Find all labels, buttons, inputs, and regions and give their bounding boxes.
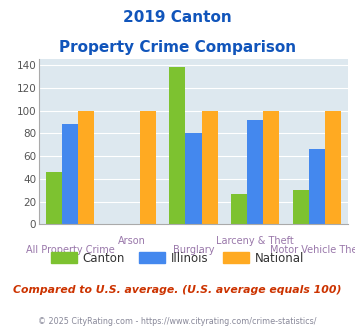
Bar <box>169 67 185 224</box>
Bar <box>140 111 156 224</box>
Text: © 2025 CityRating.com - https://www.cityrating.com/crime-statistics/: © 2025 CityRating.com - https://www.city… <box>38 317 317 326</box>
Text: Property Crime Comparison: Property Crime Comparison <box>59 40 296 54</box>
Bar <box>293 190 309 224</box>
Bar <box>247 120 263 224</box>
Text: Arson: Arson <box>118 236 146 246</box>
Text: Larceny & Theft: Larceny & Theft <box>216 236 294 246</box>
Bar <box>62 124 78 224</box>
Bar <box>309 149 325 224</box>
Bar <box>231 194 247 224</box>
Text: Compared to U.S. average. (U.S. average equals 100): Compared to U.S. average. (U.S. average … <box>13 285 342 295</box>
Bar <box>46 172 62 224</box>
Bar <box>78 111 94 224</box>
Bar <box>325 111 341 224</box>
Text: Burglary: Burglary <box>173 245 214 255</box>
Legend: Canton, Illinois, National: Canton, Illinois, National <box>46 247 309 269</box>
Bar <box>202 111 218 224</box>
Text: 2019 Canton: 2019 Canton <box>123 10 232 25</box>
Bar <box>263 111 279 224</box>
Bar <box>185 133 202 224</box>
Text: All Property Crime: All Property Crime <box>26 245 114 255</box>
Text: Motor Vehicle Theft: Motor Vehicle Theft <box>270 245 355 255</box>
